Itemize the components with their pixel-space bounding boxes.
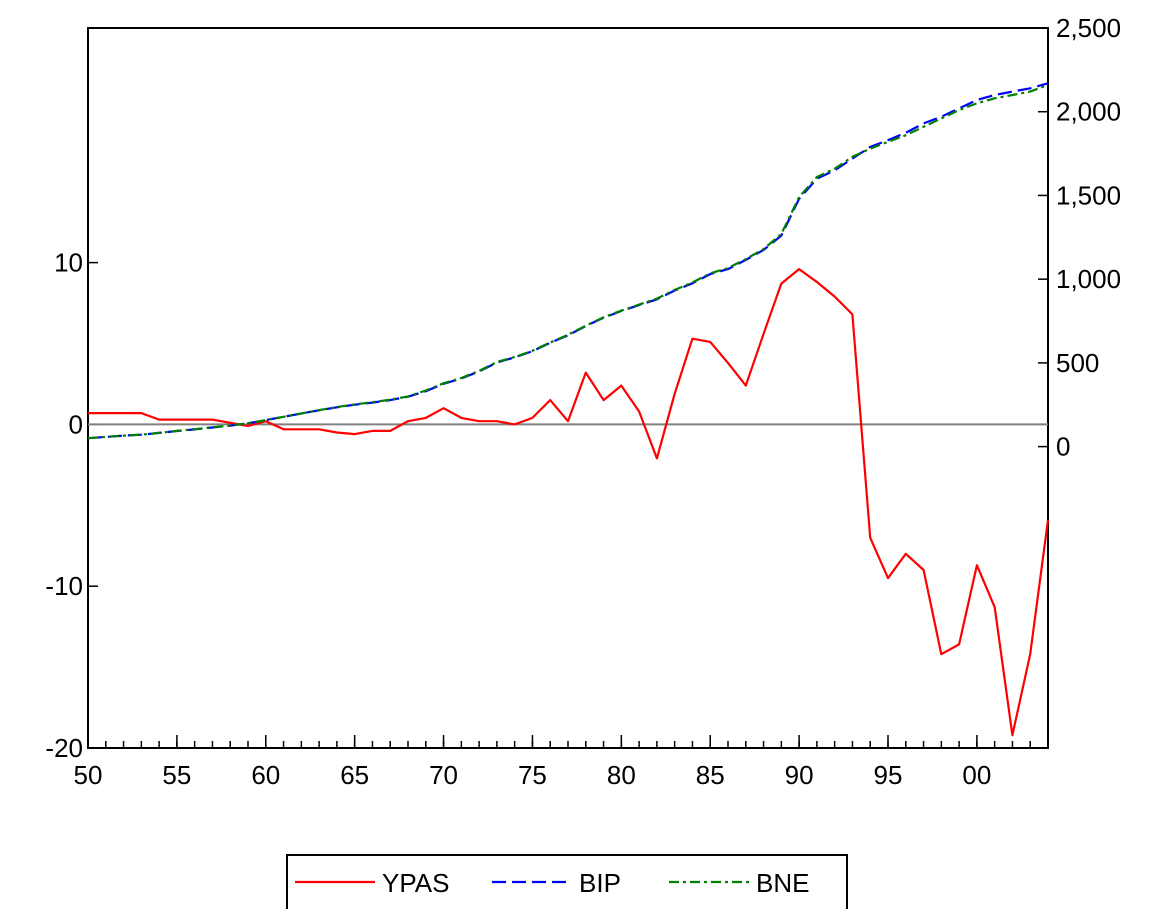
x-tick-label: 90 [785, 760, 814, 790]
x-tick-label: 65 [340, 760, 369, 790]
legend-box [286, 854, 848, 909]
right-axis-tick-label: 1,500 [1056, 180, 1121, 210]
legend-items: YPAS BIP BNE [295, 868, 809, 898]
legend-label-ypas: YPAS [382, 868, 449, 898]
left-axis-tick-label: -20 [45, 733, 83, 763]
left-axis-tick-label: 0 [69, 409, 83, 439]
series-line-bip [87, 82, 1049, 440]
right-axis-tick-label: 1,000 [1056, 264, 1121, 294]
x-tick-label: 75 [518, 760, 547, 790]
right-axis-tick-label: 500 [1056, 348, 1099, 378]
right-axis-tick-label: 2,000 [1056, 97, 1121, 127]
left-axis-tick-label: -10 [45, 571, 83, 601]
x-tick-label: 95 [874, 760, 903, 790]
x-tick-label: 85 [696, 760, 725, 790]
x-tick-label: 80 [607, 760, 636, 790]
x-tick-label: 00 [962, 760, 991, 790]
x-tick-label: 70 [429, 760, 458, 790]
legend-label-bip: BIP [579, 868, 621, 898]
series-layer [87, 82, 1050, 737]
x-tick-label: 50 [74, 760, 103, 790]
legend: YPAS BIP BNE [286, 854, 848, 909]
legend-label-bne: BNE [756, 868, 809, 898]
x-tick-label: 55 [162, 760, 191, 790]
right-axis-tick-label: 0 [1056, 432, 1070, 462]
right-axis-tick-label: 2,500 [1056, 13, 1121, 43]
x-tick-label: 60 [251, 760, 280, 790]
left-axis-tick-label: 10 [54, 248, 83, 278]
series-line-ypas [88, 268, 1050, 737]
